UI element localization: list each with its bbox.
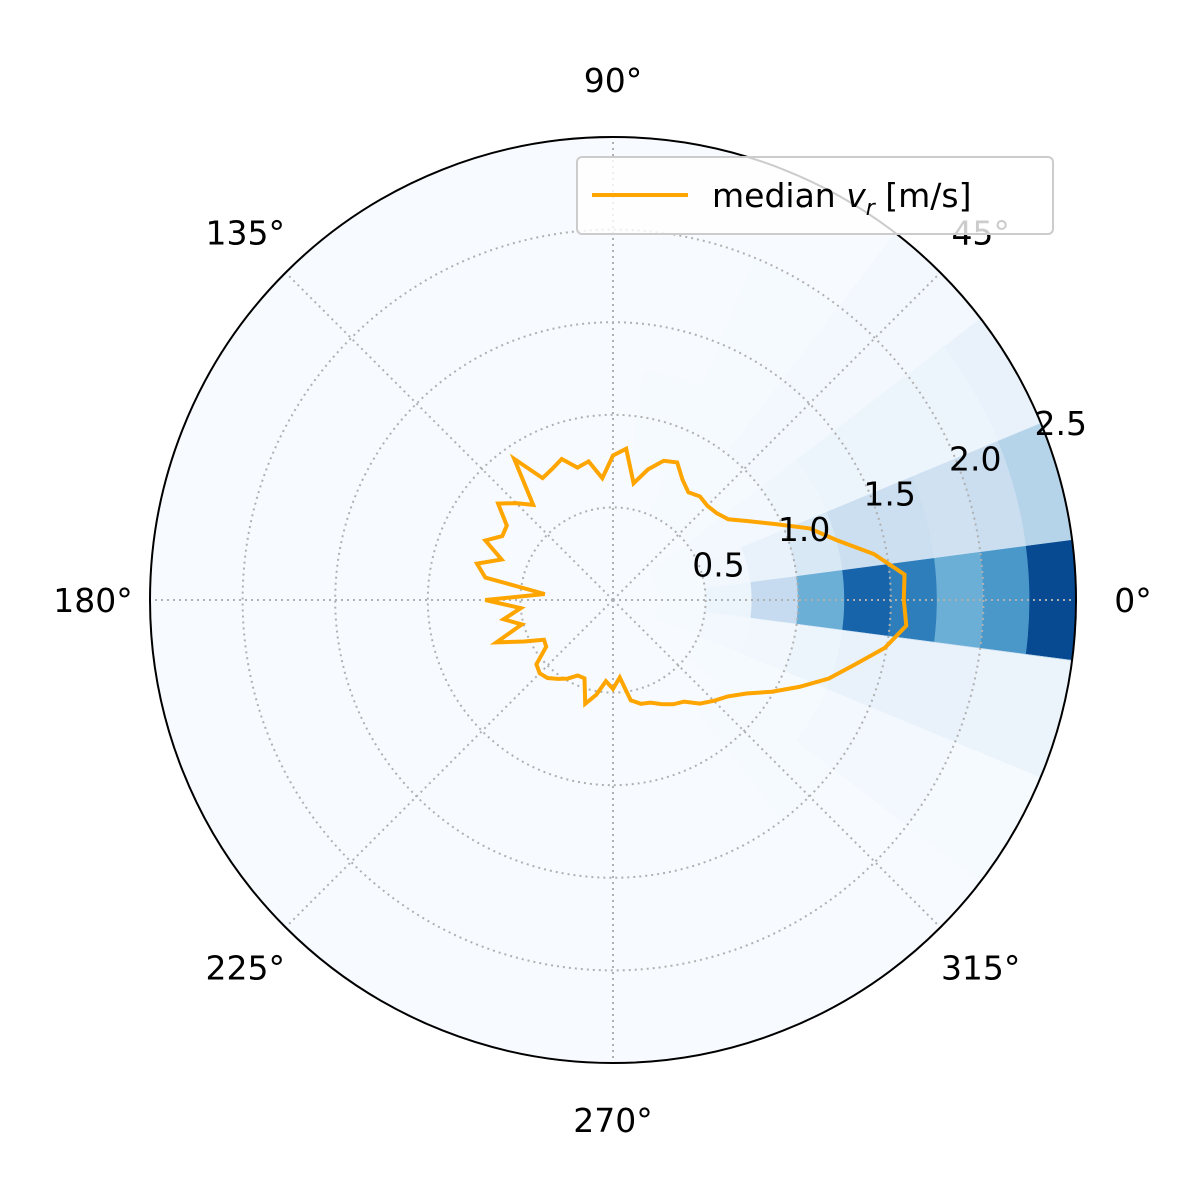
r-gridline [426, 413, 800, 787]
grid-layer [150, 137, 1076, 1063]
r-tick-label: 0.5 [692, 546, 744, 585]
legend-label: median vr [m/s] [712, 176, 971, 221]
theta-tick-label: 225° [206, 949, 286, 988]
theta-gridline [612, 599, 942, 929]
histogram-cell [842, 629, 889, 637]
legend: median vr [m/s] [576, 156, 1054, 235]
histogram-cell [796, 623, 843, 631]
theta-gridline [284, 599, 614, 929]
theta-tick-label: 315° [941, 949, 1021, 988]
theta-tick-label: 0° [1114, 581, 1152, 620]
histogram-cell [564, 920, 662, 971]
histogram-cell [980, 648, 1027, 655]
histogram-cell [242, 551, 293, 649]
theta-gridline [612, 271, 942, 601]
theta-tick-label: 270° [573, 1101, 653, 1140]
theta-gridline [284, 271, 614, 601]
histogram-cell [612, 599, 659, 607]
histogram-cell [704, 611, 751, 619]
histogram-cell [750, 617, 797, 625]
r-tick-label: 1.0 [778, 510, 830, 549]
r-gridline [519, 506, 707, 694]
series-layer [473, 445, 909, 708]
histogram-cell [564, 229, 662, 280]
histogram-cell [934, 642, 981, 649]
theta-tick-label: 90° [584, 61, 643, 100]
histogram-cell [796, 569, 845, 631]
histogram-cell [933, 551, 984, 649]
polar-frame [149, 136, 1077, 1064]
r-tick-label: 2.0 [949, 439, 1001, 478]
histogram-cell [582, 783, 644, 832]
histogram-cell [1026, 654, 1073, 661]
legend-box [576, 156, 1054, 235]
histogram-cell [381, 569, 430, 631]
theta-tick-label: 180° [53, 581, 133, 620]
histogram-cell [658, 605, 705, 613]
r-tick-label: 2.5 [1035, 404, 1087, 443]
r-tick-labels: 0.5 1.0 1.5 2.0 2.5 [692, 404, 1087, 585]
histogram-cell [582, 368, 644, 417]
r-tick-label: 1.5 [863, 475, 915, 514]
r-gridline [241, 228, 985, 972]
median-vr-line [473, 445, 909, 708]
theta-tick-label: 135° [206, 213, 286, 252]
